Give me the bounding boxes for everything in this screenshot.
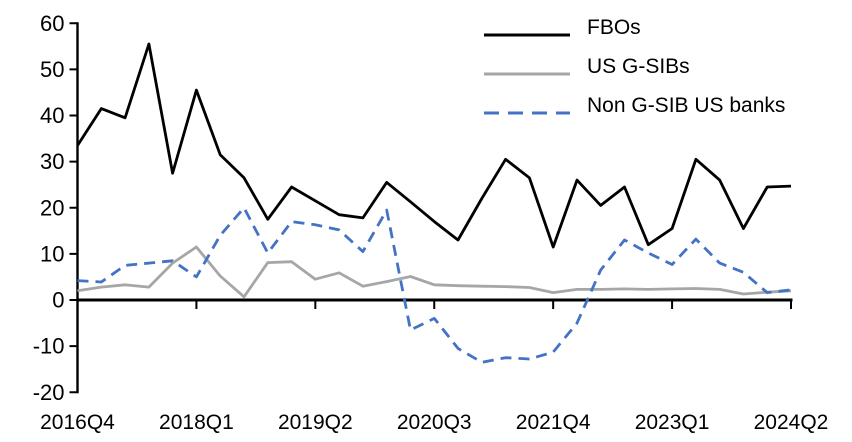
series-line-non-g-sib-us-banks (77, 206, 792, 364)
x-tick-label-2023Q1: 2023Q1 (635, 411, 710, 434)
y-tick-label-60: 60 (40, 11, 64, 36)
legend-swatch-fbos (484, 25, 570, 36)
series-line-fbos (76, 42, 792, 249)
y-tick-label-50: 50 (40, 57, 64, 82)
x-tick-label-2018Q1: 2018Q1 (159, 411, 234, 434)
y-tick-label--20: -20 (33, 380, 65, 405)
legend-line-sample (484, 111, 570, 114)
legend-line-sample (484, 72, 570, 75)
legend-line-sample (484, 33, 570, 36)
legend-swatch-non-gsib-us-banks (484, 103, 570, 114)
legend-item-us-gsibs: US G-SIBs (484, 47, 785, 86)
y-tick-label-40: 40 (40, 103, 64, 128)
x-tick-label-2019Q2: 2019Q2 (278, 411, 353, 434)
legend-item-fbos: FBOs (484, 8, 785, 47)
y-tick-label-10: 10 (40, 241, 64, 266)
y-tick-label-0: 0 (52, 288, 64, 313)
x-tick-label-2024Q2: 2024Q2 (754, 411, 829, 434)
x-tick-label-2016Q4: 2016Q4 (40, 411, 115, 434)
legend-label-non-gsib-us-banks: Non G-SIB US banks (587, 93, 786, 117)
legend: FBOs US G-SIBs Non G-SIB US banks (484, 8, 785, 125)
series-line-us-g-sibs (77, 245, 792, 299)
legend-label-us-gsibs: US G-SIBs (587, 54, 690, 78)
legend-item-non-gsib-us-banks: Non G-SIB US banks (484, 86, 785, 125)
y-tick-label-20: 20 (40, 195, 64, 220)
y-tick-label-30: 30 (40, 149, 64, 174)
legend-swatch-us-gsibs (484, 64, 570, 75)
x-tick-label-2021Q4: 2021Q4 (516, 411, 591, 434)
y-tick-label--10: -10 (33, 334, 65, 359)
legend-label-fbos: FBOs (587, 15, 641, 39)
x-tick-label-2020Q3: 2020Q3 (397, 411, 472, 434)
